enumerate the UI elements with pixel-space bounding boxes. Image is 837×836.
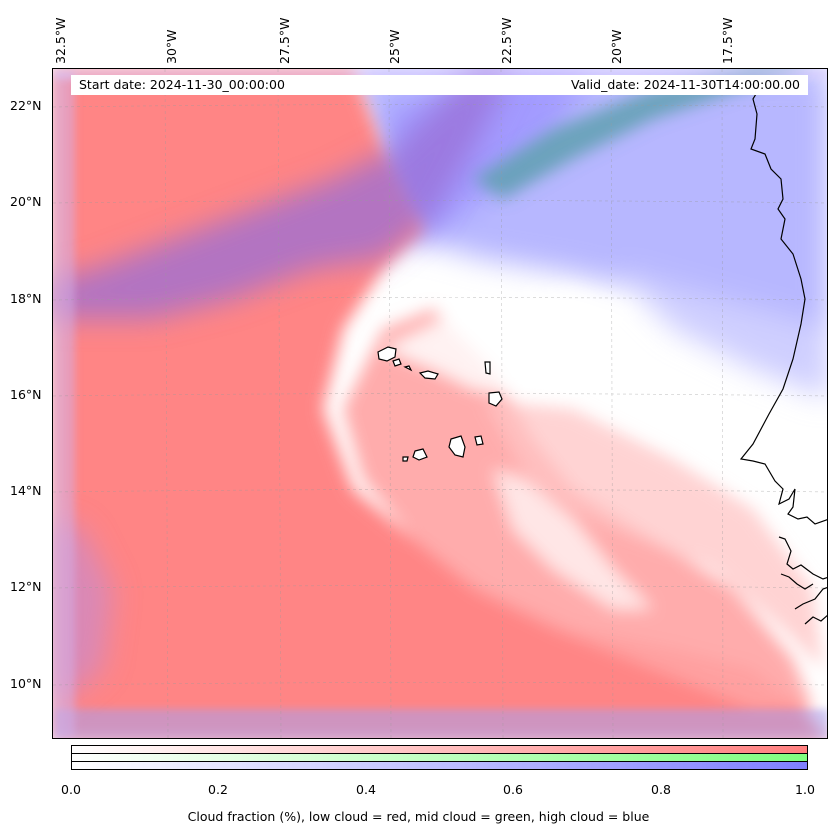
lat-label-20n: 20°N [10, 194, 42, 209]
sao-vicente-island [392, 358, 402, 367]
lon-label-20w: 20°W [609, 29, 624, 64]
valid-date-label: Valid_date: 2024-11-30T14:00:00.00 [570, 77, 800, 92]
map-info-box [71, 75, 808, 95]
cloud-fraction-map [52, 68, 828, 739]
sal-island [484, 361, 491, 375]
santo-antao-island [377, 346, 397, 362]
lon-label-25w: 25°W [387, 29, 402, 64]
coastline [739, 88, 827, 625]
santa-luzia-island [403, 365, 413, 372]
fogo-island [412, 448, 428, 461]
lat-label-16n: 16°N [10, 387, 42, 402]
colorbar-tick-5: 1.0 [795, 782, 815, 797]
lon-label-30w: 30°W [164, 29, 179, 64]
sao-nicolau-island [418, 370, 439, 380]
cloud-fraction-colorbar [71, 745, 808, 770]
colorbar-tick-1: 0.2 [208, 782, 228, 797]
lat-label-14n: 14°N [10, 483, 42, 498]
colorbar-mid-cloud [71, 753, 808, 762]
start-date-label: Start date: 2024-11-30_00:00:00 [79, 77, 285, 92]
lat-label-10n: 10°N [10, 676, 42, 691]
boa-vista-island [488, 391, 503, 407]
lon-label-17-5w: 17.5°W [720, 17, 735, 64]
colorbar-high-cloud [71, 761, 808, 770]
cape-verde-islands [377, 346, 503, 462]
map-canvas [53, 69, 827, 738]
maio-island [474, 435, 484, 446]
colorbar-tick-0: 0.0 [61, 782, 81, 797]
mid-cloud-streak [473, 69, 813, 199]
lon-label-32-5w: 32.5°W [53, 17, 68, 64]
colorbar-tick-4: 0.8 [651, 782, 671, 797]
colorbar-low-cloud [71, 745, 808, 754]
brava-island [402, 456, 409, 462]
lon-label-27-5w: 27.5°W [277, 17, 292, 64]
lon-label-22-5w: 22.5°W [499, 17, 514, 64]
lat-label-22n: 22°N [10, 98, 42, 113]
graticule [53, 69, 827, 738]
santiago-island [448, 435, 466, 458]
edge-artefacts [53, 69, 827, 738]
colorbar-tick-3: 0.6 [503, 782, 523, 797]
lat-label-12n: 12°N [10, 579, 42, 594]
lat-label-18n: 18°N [10, 291, 42, 306]
africa-coastline [739, 88, 827, 525]
colorbar-tick-2: 0.4 [356, 782, 376, 797]
colorbar-caption: Cloud fraction (%), low cloud = red, mid… [187, 809, 650, 824]
